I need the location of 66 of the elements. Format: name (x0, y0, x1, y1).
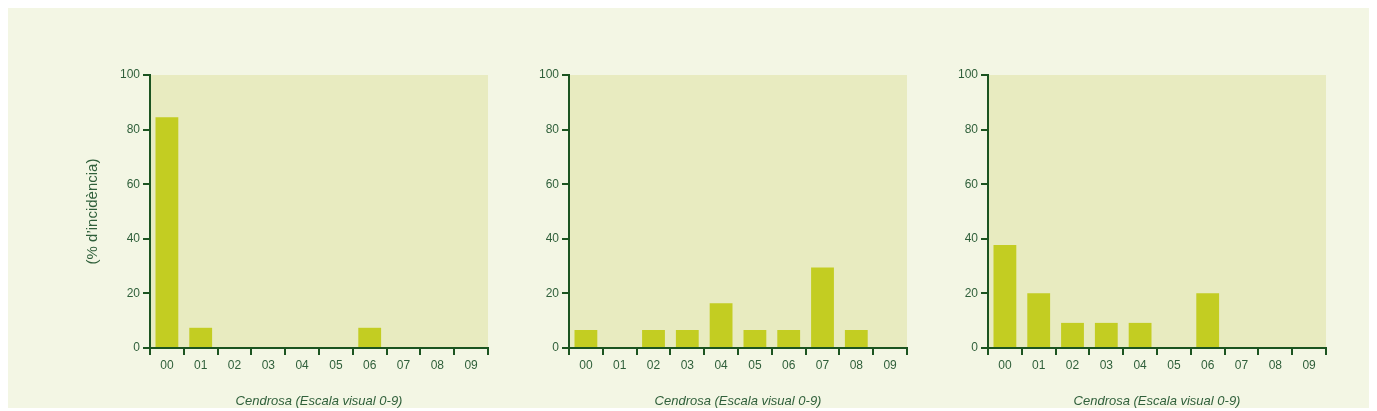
x-tick-label: 07 (1234, 357, 1249, 372)
y-tick-label: 60 (964, 176, 979, 191)
y-tick-label: 100 (957, 67, 979, 82)
y-tick-label: 40 (964, 231, 979, 246)
x-tick-label: 04 (1133, 357, 1148, 372)
y-tick-label: 80 (964, 121, 979, 136)
x-tick-label: 04 (714, 357, 729, 372)
y-axis-title: (% d’incidència) (83, 158, 101, 265)
bar (642, 329, 665, 347)
x-tick-label: 02 (646, 357, 661, 372)
bar (1094, 322, 1118, 347)
x-tick-label: 03 (261, 357, 276, 372)
x-tick-label: 02 (1065, 357, 1080, 372)
y-tick-label: 40 (545, 231, 560, 246)
y-tick-label: 0 (552, 340, 560, 355)
x-tick-label: 07 (396, 357, 411, 372)
x-tick-label: 00 (579, 357, 593, 372)
y-tick-label: 40 (126, 231, 141, 246)
x-tick-label: 06 (1201, 357, 1215, 372)
x-tick-label: 00 (998, 357, 1012, 372)
x-tick-label: 09 (1302, 357, 1317, 372)
x-tick-label: 03 (680, 357, 695, 372)
bar (811, 267, 834, 347)
x-tick-label: 05 (329, 357, 343, 372)
x-tick-label: 06 (363, 357, 377, 372)
y-tick-label: 100 (538, 67, 560, 82)
x-tick-label: 05 (748, 357, 762, 372)
x-tick-label: 01 (1032, 357, 1046, 372)
y-tick-label: 0 (133, 340, 141, 355)
bar (1128, 322, 1152, 347)
bar (1027, 293, 1051, 347)
bar (743, 329, 767, 347)
x-tick-label: 00 (160, 357, 174, 372)
bar (1196, 293, 1220, 347)
y-tick-label: 80 (545, 121, 560, 136)
x-tick-label: 08 (430, 357, 445, 372)
x-tick-label: 01 (194, 357, 208, 372)
y-tick-label: 20 (126, 285, 141, 300)
y-tick-label: 60 (545, 176, 560, 191)
y-tick-label: 20 (545, 285, 560, 300)
y-tick-label: 60 (126, 176, 141, 191)
x-tick-label: 08 (849, 357, 864, 372)
x-axis-title: Cendrosa (Escala visual 0-9) (654, 392, 822, 408)
x-axis-title: Cendrosa (Escala visual 0-9) (1073, 392, 1241, 408)
x-tick-label: 02 (227, 357, 242, 372)
x-tick-label: 07 (815, 357, 830, 372)
bar (777, 329, 801, 347)
bar (709, 303, 733, 347)
x-axis-title: Cendrosa (Escala visual 0-9) (235, 392, 403, 408)
x-tick-label: 09 (883, 357, 898, 372)
x-tick-label: 01 (613, 357, 627, 372)
x-tick-label: 09 (464, 357, 479, 372)
y-tick-label: 80 (126, 121, 141, 136)
x-tick-label: 05 (1167, 357, 1181, 372)
y-tick-label: 0 (971, 340, 979, 355)
bar (993, 245, 1017, 347)
x-tick-label: 03 (1099, 357, 1114, 372)
bar (675, 329, 699, 347)
x-tick-label: 04 (295, 357, 310, 372)
y-tick-label: 100 (119, 67, 141, 82)
bar (844, 329, 868, 347)
x-tick-label: 08 (1268, 357, 1283, 372)
y-tick-label: 20 (964, 285, 979, 300)
x-tick-label: 06 (782, 357, 796, 372)
bar (574, 329, 598, 347)
bar (1061, 322, 1084, 347)
